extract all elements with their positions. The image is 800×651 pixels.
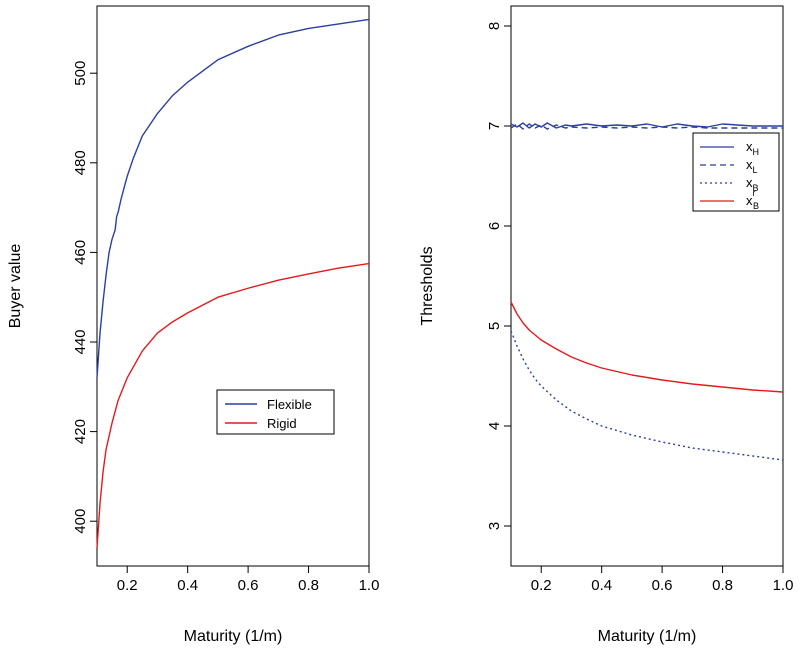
legend-box-right (692, 132, 780, 212)
x-tick-label-right: 0.8 (712, 577, 733, 594)
legend-label-xL: xL (746, 157, 758, 175)
legend-label-rigid: Rigid (267, 416, 297, 431)
legend-label-xH: xH (746, 139, 759, 157)
y-tick-label-left: 440 (72, 329, 89, 354)
series-layer-left (96, 18, 370, 549)
x-axis-label-right: Maturity (1/m) (598, 628, 697, 645)
series-layer-right (510, 122, 784, 461)
x-tick-label-left: 0.4 (177, 577, 198, 594)
legend-box-left (216, 389, 335, 435)
y-tick-label-right: 5 (486, 322, 503, 330)
y-tick-label-right: 6 (486, 222, 503, 230)
y-axis-label-left: Buyer value (7, 244, 24, 329)
y-tick-label-left: 400 (72, 509, 89, 534)
series-line-right-0 (510, 122, 783, 129)
plot-frame-left (96, 5, 370, 567)
plot-frame-right (510, 5, 784, 567)
y-tick-label-left: 420 (72, 419, 89, 444)
chart-buyer-value: 0.2 0.4 0.6 0.8 1.0 400 420 440 460 480 500 Matur… (7, 5, 380, 645)
series-line-left-1 (96, 262, 370, 549)
x-axis-right: 0.2 0.4 0.6 0.8 1.0 (531, 566, 794, 594)
legend-label-xBr: xr B (746, 188, 759, 211)
series-line-right-3 (510, 301, 784, 393)
x-axis-label-left: Maturity (1/m) (184, 628, 283, 645)
x-tick-label-right: 1.0 (773, 577, 794, 594)
series-line-left-0 (96, 18, 370, 378)
series-line-right-1 (510, 123, 783, 130)
legend-label-flexible: Flexible (267, 397, 312, 412)
x-tick-label-right: 0.4 (591, 577, 612, 594)
y-axis-left: 400 420 440 460 480 500 (72, 61, 97, 534)
y-tick-label-left: 480 (72, 150, 89, 175)
y-tick-label-right: 7 (486, 122, 503, 130)
x-tick-label-right: 0.6 (652, 577, 673, 594)
x-tick-label-left: 0.6 (238, 577, 259, 594)
legend-label-xB: xB (746, 175, 759, 193)
y-axis-label-right: Thresholds (419, 246, 436, 325)
x-tick-label-left: 0.8 (298, 577, 319, 594)
x-tick-label-left: 0.2 (117, 577, 138, 594)
y-tick-label-left: 460 (72, 240, 89, 265)
y-tick-label-left: 500 (72, 61, 89, 86)
y-tick-label-right: 3 (486, 522, 503, 530)
chart-thresholds: 0.2 0.4 0.6 0.8 1.0 3 4 5 6 7 8 Maturity (1/m) Th… (419, 5, 794, 645)
x-tick-label-left: 1.0 (359, 577, 380, 594)
x-tick-label-right: 0.2 (531, 577, 552, 594)
y-tick-label-right: 4 (486, 422, 503, 430)
legend-right: xH xL xB xr B (692, 132, 780, 212)
y-axis-right: 3 4 5 6 7 8 (486, 22, 511, 530)
y-tick-label-right: 8 (486, 22, 503, 30)
x-axis-left: 0.2 0.4 0.6 0.8 1.0 (117, 566, 380, 594)
series-line-right-2 (510, 330, 784, 461)
legend-left: Flexible Rigid (216, 389, 335, 435)
